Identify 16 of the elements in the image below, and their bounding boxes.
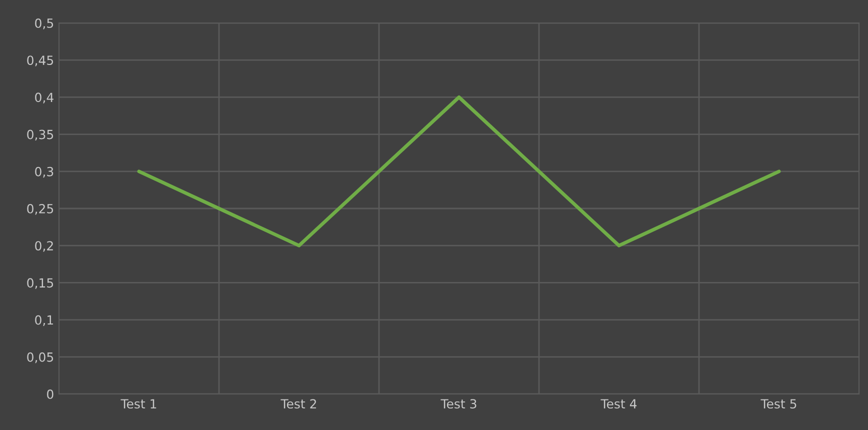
y-tick-label: 0,3 xyxy=(35,166,54,178)
y-tick-label: 0,05 xyxy=(27,352,54,364)
y-tick-label: 0,2 xyxy=(35,241,53,252)
y-tick-label: 0,1 xyxy=(35,315,53,326)
y-tick-label: 0,4 xyxy=(35,92,54,104)
x-tick-label: Test 3 xyxy=(440,399,476,409)
x-tick-label: Test 1 xyxy=(120,399,156,409)
y-tick-label: 0,15 xyxy=(27,278,54,289)
y-tick-label: 0,45 xyxy=(27,56,54,66)
x-tick-label: Test 5 xyxy=(760,399,796,409)
x-tick-label: Test 2 xyxy=(280,399,316,409)
y-tick-label: 0,25 xyxy=(27,204,54,215)
y-tick-label: 0,5 xyxy=(35,18,54,30)
y-tick-label: 0,35 xyxy=(27,130,54,140)
x-tick-label: Test 4 xyxy=(600,399,637,409)
y-tick-label: 0 xyxy=(47,389,54,399)
